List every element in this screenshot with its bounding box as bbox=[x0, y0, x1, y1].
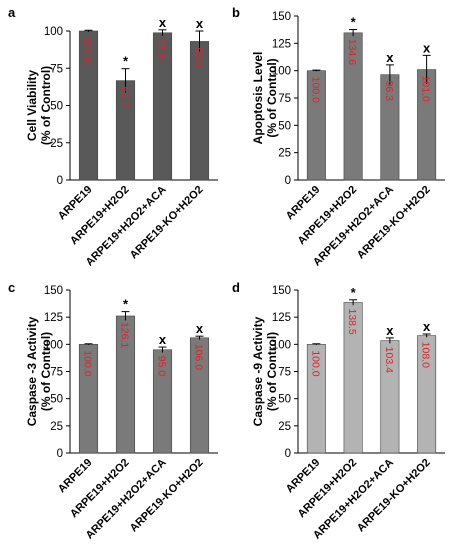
significance-mark: x bbox=[196, 16, 204, 31]
y-tick-label: 100 bbox=[44, 26, 63, 38]
chart-panel-a: a Cell Viability(% of Control) 0 25 50 75 100 1… bbox=[8, 5, 218, 269]
panel-label: d bbox=[232, 280, 240, 295]
significance-mark: * bbox=[123, 54, 129, 69]
significance-mark: x bbox=[423, 319, 431, 334]
chart-panel-c: c Caspase -3 Activity(% of Control) 0 25 50 7… bbox=[8, 280, 218, 542]
significance-mark: x bbox=[386, 50, 394, 65]
y-axis-title: Caspase -9 Activity(% of Control) bbox=[251, 316, 279, 426]
bar-value-label: 101.0 bbox=[420, 76, 432, 102]
y-tick-label: 25 bbox=[50, 138, 63, 150]
y-tick-label: 25 bbox=[278, 148, 291, 160]
y-tick-label: 50 bbox=[278, 120, 291, 132]
y-tick-label: 25 bbox=[50, 421, 63, 433]
y-tick-label: 75 bbox=[278, 93, 291, 105]
y-tick-label: 50 bbox=[50, 394, 63, 406]
bar-value-label: 100.0 bbox=[309, 77, 321, 103]
y-tick-label: 0 bbox=[285, 448, 291, 460]
y-axis-title: Cell Viability(% of Control) bbox=[25, 66, 53, 145]
bar-value-label: 108.0 bbox=[420, 342, 432, 368]
significance-mark: x bbox=[196, 321, 204, 336]
y-tick-label: 100 bbox=[272, 66, 291, 78]
y-tick-label: 100 bbox=[44, 339, 63, 351]
y-tick-label: 75 bbox=[50, 367, 63, 379]
significance-mark: * bbox=[123, 297, 129, 312]
panel-label: c bbox=[8, 280, 15, 295]
bar-value-label: 106.0 bbox=[193, 344, 205, 370]
chart-panel-b: b Apoptosis Level(% of Control) 0 25 50 75 100… bbox=[232, 5, 445, 269]
bar-value-label: 100.0 bbox=[309, 350, 321, 376]
bar-value-label: 98.8 bbox=[156, 39, 168, 60]
y-tick-label: 125 bbox=[44, 312, 63, 324]
x-category-label: ARPE19-KO+H2O2 bbox=[355, 457, 433, 535]
y-axis-title: Apoptosis Level(% of Control) bbox=[251, 52, 279, 145]
y-tick-label: 0 bbox=[57, 175, 63, 187]
y-tick-label: 125 bbox=[272, 38, 291, 50]
bar-value-label: 100.0 bbox=[82, 350, 94, 376]
y-tick-label: 100 bbox=[272, 339, 291, 351]
significance-mark: x bbox=[423, 40, 431, 55]
y-tick-label: 75 bbox=[50, 63, 63, 75]
x-category-label: ARPE19-KO+H2O2 bbox=[355, 184, 433, 262]
significance-mark: x bbox=[159, 332, 167, 347]
bar-value-label: 66.7 bbox=[119, 87, 131, 108]
bar-value-label: 96.3 bbox=[383, 81, 395, 102]
panel-label: a bbox=[8, 5, 16, 20]
bar-value-label: 138.5 bbox=[346, 308, 358, 334]
y-tick-label: 150 bbox=[272, 11, 291, 23]
x-category-label: ARPE19-KO+H2O2 bbox=[128, 457, 206, 535]
y-tick-label: 150 bbox=[272, 285, 291, 297]
y-tick-label: 150 bbox=[44, 285, 63, 297]
bar-value-label: 93.0 bbox=[193, 47, 205, 68]
y-axis-title: Caspase -3 Activity(% of Control) bbox=[25, 316, 53, 426]
y-tick-label: 75 bbox=[278, 367, 291, 379]
y-tick-label: 50 bbox=[50, 101, 63, 113]
bar-value-label: 134.6 bbox=[346, 39, 358, 65]
x-category-label: ARPE19-KO+H2O2 bbox=[128, 184, 206, 262]
significance-mark: x bbox=[386, 323, 394, 338]
y-tick-label: 25 bbox=[278, 421, 291, 433]
y-tick-label: 0 bbox=[57, 448, 63, 460]
panel-label: b bbox=[232, 5, 240, 20]
y-tick-label: 50 bbox=[278, 394, 291, 406]
y-tick-label: 125 bbox=[272, 312, 291, 324]
bar-value-label: 126.1 bbox=[119, 322, 131, 348]
chart-panel-d: d Caspase -9 Activity(% of Control) 0 25 50 7… bbox=[232, 280, 445, 542]
significance-mark: x bbox=[159, 15, 167, 30]
bar-value-label: 103.4 bbox=[383, 347, 395, 373]
bar-value-label: 95.0 bbox=[156, 356, 168, 377]
significance-mark: * bbox=[351, 285, 357, 300]
bar-value-label: 100.0 bbox=[82, 37, 94, 63]
y-tick-label: 0 bbox=[285, 175, 291, 187]
significance-mark: * bbox=[351, 15, 357, 30]
